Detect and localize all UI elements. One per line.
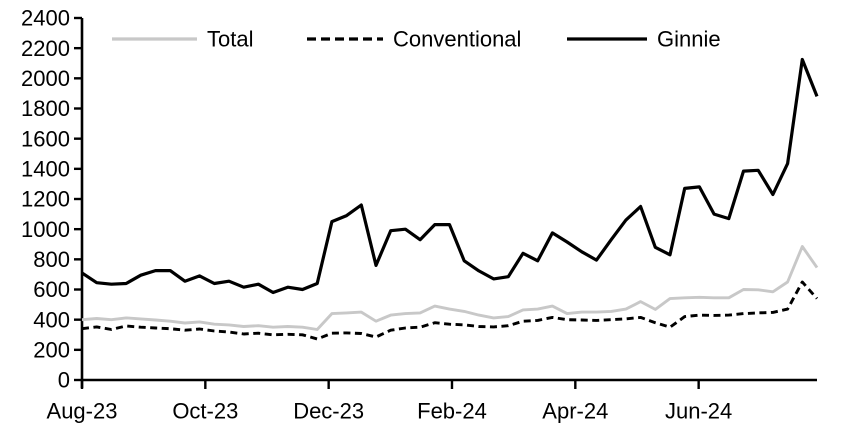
y-tick-label: 1200 (21, 187, 70, 212)
y-tick-label: 600 (33, 277, 70, 302)
y-tick-label: 1800 (21, 96, 70, 121)
x-tick-label: Jun-24 (665, 399, 732, 424)
series-line-conventional (81, 280, 819, 341)
y-tick-label: 0 (58, 368, 70, 393)
series-line-ginnie (81, 57, 819, 295)
legend-label-conventional: Conventional (393, 27, 521, 52)
y-tick-label: 1000 (21, 217, 70, 242)
series-line-total (81, 245, 819, 331)
x-tick-label: Dec-23 (293, 399, 364, 424)
y-tick-label: 800 (33, 247, 70, 272)
legend-label-total: Total (207, 27, 253, 52)
x-tick-label: Apr-24 (542, 399, 608, 424)
y-tick-label: 2200 (21, 36, 70, 61)
legend-label-ginnie: Ginnie (657, 27, 721, 52)
y-tick-label: 1600 (21, 126, 70, 151)
y-tick-label: 2400 (21, 6, 70, 31)
x-tick-label: Feb-24 (417, 399, 487, 424)
y-tick-label: 200 (33, 338, 70, 363)
y-tick-label: 1400 (21, 157, 70, 182)
x-tick-label: Oct-23 (172, 399, 238, 424)
x-tick-label: Aug-23 (47, 399, 118, 424)
y-tick-label: 400 (33, 307, 70, 332)
y-tick-label: 2000 (21, 66, 70, 91)
